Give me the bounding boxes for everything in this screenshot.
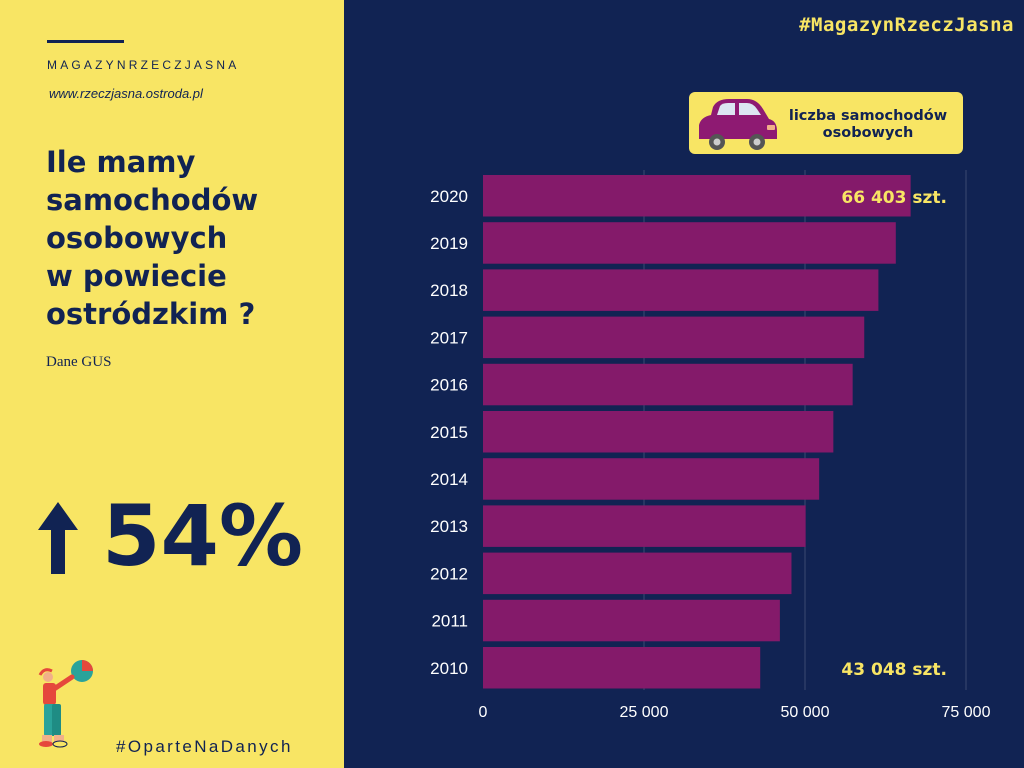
category-label: 2012 [430,564,468,583]
bar [483,411,834,453]
car-icon [699,99,777,150]
category-label: 2020 [430,187,468,206]
category-label: 2014 [430,470,468,489]
bar [483,647,761,689]
brand-url[interactable]: www.rzeczjasna.ostroda.pl [49,86,203,101]
category-label: 2013 [430,517,468,536]
legend-label: liczba samochodów osobowych [781,108,955,142]
category-label: 2017 [430,328,468,347]
x-tick-label: 75 000 [942,704,991,721]
data-label: 43 048 szt. [841,660,947,680]
bar [483,269,879,311]
bar [483,222,896,264]
data-label: 66 403 szt. [841,188,947,208]
bar [483,363,853,406]
data-label-number: 43 048 [841,660,912,680]
person-illustration-icon [38,660,93,748]
growth-value: 54% [102,487,304,585]
category-label: 2010 [430,659,468,678]
category-label: 2015 [430,423,468,442]
data-label-number: 66 403 [841,188,912,208]
brand-rule [47,40,124,43]
bar [483,599,780,642]
bar [483,316,865,359]
headline-line: Ile mamy [46,145,196,179]
category-label: 2019 [430,234,468,253]
data-label-unit: szt. [912,188,947,208]
bar [483,175,911,217]
headline-line: osobowych [46,221,228,255]
chart-legend: liczba samochodów osobowych [689,92,963,154]
bar [483,505,806,547]
category-label: 2016 [430,376,468,395]
bar [483,552,792,595]
bar [483,458,820,500]
hashtag-magazyn: #MagazynRzeczJasna [799,14,1014,36]
headline: Ile mamy samochodów osobowych w powiecie… [46,143,336,333]
headline-line: samochodów [46,183,259,217]
x-tick-label: 0 [479,704,488,721]
headline-line: w powiecie [46,259,227,293]
brand-name: MAGAZYNRZECZJASNA [47,58,240,72]
data-label-unit: szt. [912,660,947,680]
arrow-up-icon [38,502,78,574]
category-label: 2011 [431,612,468,631]
hashtag-opartenadanych: #OparteNaDanych [116,737,293,756]
legend-label-line: osobowych [822,125,914,141]
info-panel: MAGAZYNRZECZJASNA www.rzeczjasna.ostroda… [0,0,344,768]
x-tick-label: 25 000 [620,704,669,721]
headline-line: ostródzkim ? [46,297,256,331]
category-label: 2018 [430,281,468,300]
legend-label-line: liczba samochodów [788,108,948,124]
x-tick-label: 50 000 [781,704,830,721]
source-note: Dane GUS [46,354,112,370]
